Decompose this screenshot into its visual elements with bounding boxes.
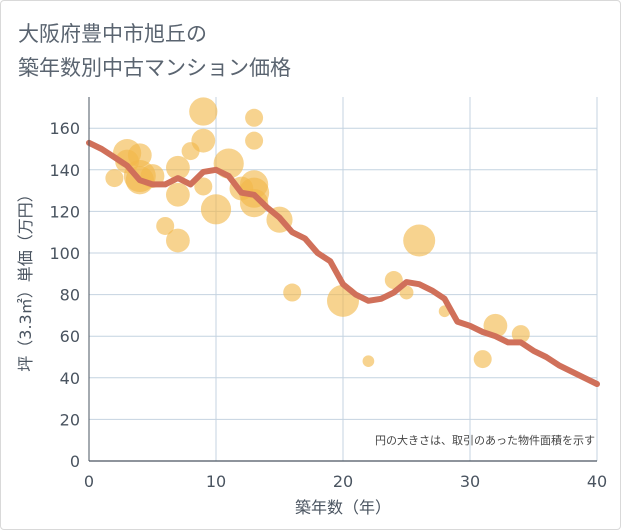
bubble-size-note: 円の大きさは、取引のあった物件面積を示す bbox=[375, 433, 595, 447]
title-line-2: 築年数別中古マンション価格 bbox=[18, 56, 291, 80]
data-bubble bbox=[166, 228, 190, 253]
data-bubble bbox=[362, 355, 375, 367]
y-axis-label: 坪（3.3㎡）単価（万円） bbox=[16, 186, 35, 371]
data-bubble bbox=[384, 271, 403, 290]
y-tick-label: 20 bbox=[60, 410, 80, 429]
x-tick-label: 20 bbox=[333, 472, 353, 491]
y-tick-label: 160 bbox=[49, 119, 80, 138]
tick-labels: 0 10 20 30 40 0 20 40 60 80 100 120 140 160 bbox=[49, 119, 607, 491]
chart-title: 大阪府豊中市旭丘の 築年数別中古マンション価格 bbox=[18, 17, 291, 85]
data-bubble bbox=[105, 169, 124, 188]
data-bubble bbox=[283, 283, 302, 302]
y-tick-label: 100 bbox=[49, 244, 80, 263]
y-tick-label: 80 bbox=[60, 286, 80, 305]
data-bubble bbox=[511, 325, 530, 344]
y-tick-label: 40 bbox=[60, 369, 80, 388]
data-bubble bbox=[245, 108, 264, 127]
x-tick-label: 40 bbox=[587, 472, 607, 491]
data-bubble bbox=[166, 155, 190, 180]
title-line-1: 大阪府豊中市旭丘の bbox=[18, 22, 207, 46]
data-bubble bbox=[200, 194, 232, 225]
data-bubble bbox=[245, 131, 264, 150]
y-tick-label: 140 bbox=[49, 161, 80, 180]
data-bubble bbox=[191, 128, 216, 153]
x-tick-label: 0 bbox=[84, 472, 94, 491]
x-tick-label: 30 bbox=[460, 472, 480, 491]
data-bubble bbox=[194, 177, 213, 196]
y-tick-label: 120 bbox=[49, 202, 80, 221]
y-tick-label: 60 bbox=[60, 327, 80, 346]
data-bubble bbox=[403, 224, 436, 257]
data-bubble bbox=[156, 216, 175, 235]
x-tick-label: 10 bbox=[206, 472, 226, 491]
data-bubble bbox=[189, 97, 218, 126]
data-bubble bbox=[399, 285, 414, 300]
data-bubble bbox=[473, 350, 492, 369]
x-axis-label: 築年数（年） bbox=[295, 498, 391, 517]
data-bubble bbox=[166, 182, 190, 207]
y-tick-label: 0 bbox=[70, 452, 80, 471]
bubble-layer bbox=[105, 97, 530, 369]
trend-line bbox=[86, 139, 600, 387]
